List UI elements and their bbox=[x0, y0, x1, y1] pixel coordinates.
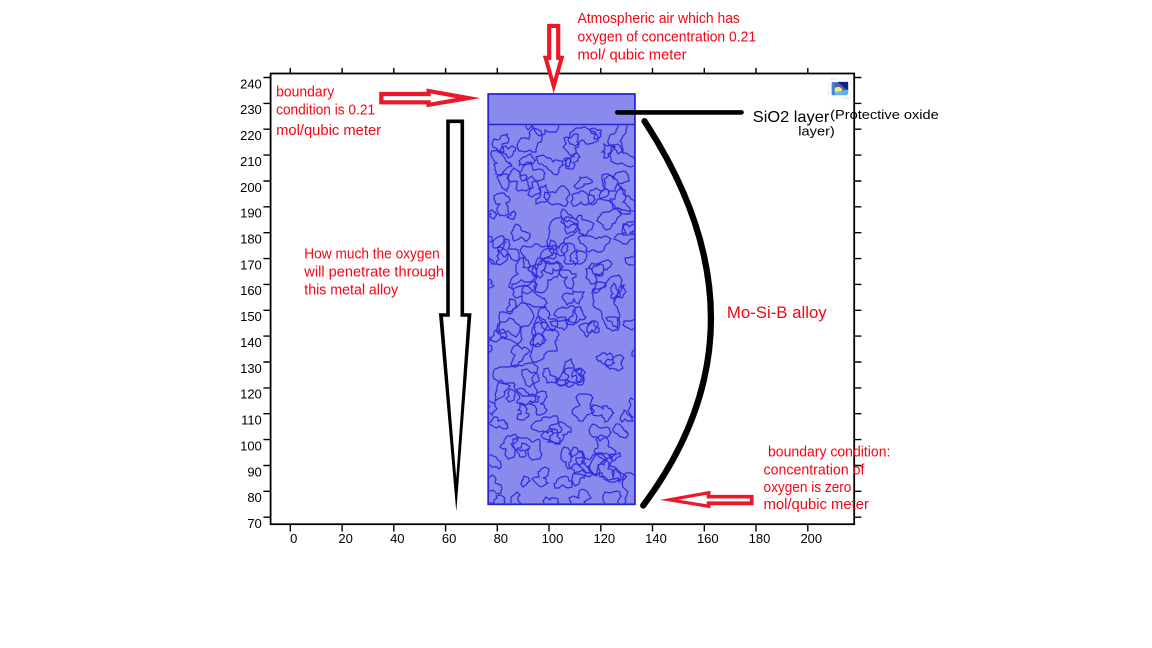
svg-text:(Protective oxide: (Protective oxide bbox=[830, 107, 939, 122]
svg-text:150: 150 bbox=[240, 309, 262, 324]
svg-text:condition is 0.21: condition is 0.21 bbox=[276, 102, 375, 118]
svg-text:220: 220 bbox=[240, 128, 262, 143]
svg-text:120: 120 bbox=[240, 387, 262, 402]
svg-text:concentration of: concentration of bbox=[764, 463, 866, 479]
svg-text:170: 170 bbox=[240, 257, 262, 272]
svg-text:How much the oxygen: How much the oxygen bbox=[304, 247, 439, 263]
svg-text:mol/qubic meter: mol/qubic meter bbox=[276, 123, 381, 139]
svg-text:160: 160 bbox=[697, 531, 719, 546]
svg-text:140: 140 bbox=[240, 335, 262, 350]
svg-text:70: 70 bbox=[247, 516, 261, 531]
svg-text:oxygen of concentration 0.21: oxygen of concentration 0.21 bbox=[578, 29, 757, 45]
svg-text:boundary condition:: boundary condition: bbox=[768, 444, 890, 460]
svg-text:SiO2 layer: SiO2 layer bbox=[753, 109, 830, 126]
svg-text:20: 20 bbox=[338, 531, 352, 546]
svg-text:130: 130 bbox=[240, 361, 262, 376]
svg-text:240: 240 bbox=[240, 76, 262, 91]
svg-text:Atmospheric air which has: Atmospheric air which has bbox=[578, 11, 740, 27]
svg-text:layer): layer) bbox=[798, 124, 835, 139]
svg-text:mol/qubic meter: mol/qubic meter bbox=[764, 497, 870, 513]
svg-text:180: 180 bbox=[749, 531, 771, 546]
svg-text:80: 80 bbox=[494, 531, 508, 546]
svg-text:190: 190 bbox=[240, 206, 262, 221]
svg-text:oxygen is zero: oxygen is zero bbox=[764, 480, 852, 496]
svg-text:120: 120 bbox=[593, 531, 615, 546]
svg-text:200: 200 bbox=[240, 180, 262, 195]
svg-text:40: 40 bbox=[390, 531, 404, 546]
svg-text:Mo-Si-B alloy: Mo-Si-B alloy bbox=[727, 304, 828, 322]
svg-text:180: 180 bbox=[240, 232, 262, 247]
svg-text:60: 60 bbox=[442, 531, 456, 546]
svg-text:90: 90 bbox=[247, 464, 261, 479]
svg-text:80: 80 bbox=[247, 490, 261, 505]
svg-text:230: 230 bbox=[240, 102, 262, 117]
svg-text:0: 0 bbox=[290, 531, 297, 546]
svg-text:200: 200 bbox=[800, 531, 822, 546]
svg-text:100: 100 bbox=[240, 438, 262, 453]
svg-text:100: 100 bbox=[542, 531, 564, 546]
svg-text:160: 160 bbox=[240, 283, 262, 298]
svg-text:this metal alloy: this metal alloy bbox=[304, 283, 399, 299]
svg-text:mol/ qubic meter: mol/ qubic meter bbox=[578, 47, 687, 63]
svg-text:boundary: boundary bbox=[276, 84, 335, 100]
svg-text:will penetrate through: will penetrate through bbox=[303, 265, 444, 281]
svg-text:110: 110 bbox=[241, 413, 262, 428]
svg-text:140: 140 bbox=[645, 531, 667, 546]
svg-text:210: 210 bbox=[240, 154, 262, 169]
